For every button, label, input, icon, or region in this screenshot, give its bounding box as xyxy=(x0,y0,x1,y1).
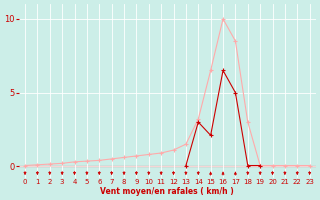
X-axis label: Vent moyen/en rafales ( km/h ): Vent moyen/en rafales ( km/h ) xyxy=(100,187,234,196)
